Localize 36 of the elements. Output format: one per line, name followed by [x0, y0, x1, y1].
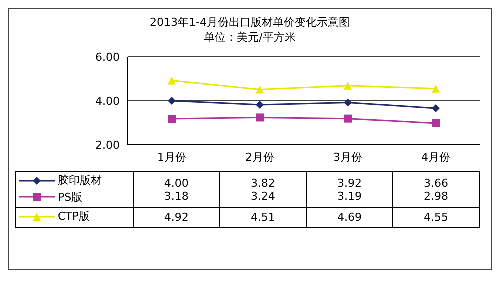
x-tick-label: 4月份 — [422, 150, 450, 164]
data-label: 4.69 — [306, 210, 392, 224]
legend-label: CTP版 — [58, 209, 90, 224]
point — [256, 100, 264, 109]
data-label: 4.92 — [134, 210, 220, 224]
point — [432, 104, 440, 112]
data-label: 2.98 — [422, 190, 450, 202]
legend-label: PS版 — [58, 190, 83, 204]
point — [256, 114, 264, 122]
data-label: 3.82 — [250, 176, 276, 190]
point — [344, 114, 352, 123]
x-tick-label: 1月份 — [158, 150, 186, 164]
y-tick-label: 6.00 — [96, 50, 120, 64]
data-label: 4.55 — [393, 210, 479, 224]
data-label: 3.24 — [250, 190, 276, 202]
data-label: 4.00 — [163, 176, 190, 190]
chart-subtitle: 单位：美元/平方米 — [203, 30, 297, 45]
legend-label: 胶印版材 — [58, 173, 102, 188]
point — [344, 82, 352, 90]
x-tick-label: 3月份 — [334, 150, 362, 164]
point — [432, 84, 440, 93]
data-label: 3.18 — [163, 190, 190, 202]
x-tick-label: 2月份 — [246, 150, 274, 164]
point — [344, 98, 352, 107]
point — [168, 97, 176, 105]
y-tick-label: 4.00 — [96, 94, 120, 108]
data-label: 3.92 — [336, 176, 363, 190]
point — [256, 86, 264, 94]
point — [432, 119, 440, 128]
point — [168, 115, 176, 124]
data-label: 4.51 — [220, 210, 306, 224]
point — [168, 76, 176, 85]
y-tick-label: 2.00 — [96, 138, 120, 152]
chart-title: 2013年1-4月份出口版材单价变化示意图 — [149, 15, 351, 30]
data-label: 3.66 — [422, 176, 450, 190]
data-label: 3.19 — [336, 190, 363, 202]
